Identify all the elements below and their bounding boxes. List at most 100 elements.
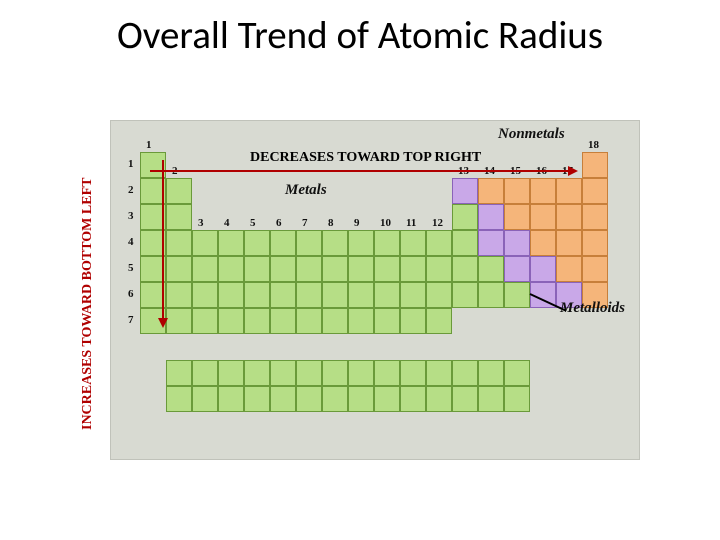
pt-cell xyxy=(452,230,478,256)
pt-cell xyxy=(530,256,556,282)
pt-cell xyxy=(452,282,478,308)
pt-cell xyxy=(504,204,530,230)
pt-cell xyxy=(400,230,426,256)
pt-cell xyxy=(582,256,608,282)
pt-cell xyxy=(426,256,452,282)
pt-cell xyxy=(556,204,582,230)
pt-cell xyxy=(322,308,348,334)
pt-cell xyxy=(530,230,556,256)
pt-cell xyxy=(192,308,218,334)
column-number: 6 xyxy=(276,217,282,229)
pt-cell xyxy=(244,256,270,282)
pt-cell xyxy=(166,360,192,386)
pt-cell xyxy=(426,308,452,334)
pt-cell xyxy=(504,256,530,282)
pt-cell xyxy=(322,230,348,256)
vertical-trend-arrow xyxy=(162,160,164,320)
pt-cell xyxy=(478,230,504,256)
column-number: 9 xyxy=(354,217,360,229)
pt-cell xyxy=(270,230,296,256)
pt-cell xyxy=(296,308,322,334)
pt-cell xyxy=(400,282,426,308)
pt-cell xyxy=(348,360,374,386)
pt-cell xyxy=(322,386,348,412)
pt-cell xyxy=(348,386,374,412)
pt-cell xyxy=(478,204,504,230)
pt-cell xyxy=(400,386,426,412)
pt-cell xyxy=(244,308,270,334)
pt-cell xyxy=(452,256,478,282)
pt-cell xyxy=(192,282,218,308)
pt-cell xyxy=(166,178,192,204)
column-number: 5 xyxy=(250,217,256,229)
pt-cell xyxy=(374,308,400,334)
pt-cell xyxy=(582,152,608,178)
pt-cell xyxy=(400,308,426,334)
metals-label: Metals xyxy=(285,182,327,199)
pt-cell xyxy=(374,386,400,412)
pt-cell xyxy=(218,360,244,386)
pt-cell xyxy=(504,282,530,308)
pt-cell xyxy=(426,360,452,386)
pt-cell xyxy=(582,178,608,204)
pt-cell xyxy=(478,282,504,308)
pt-cell xyxy=(192,230,218,256)
pt-cell xyxy=(270,308,296,334)
pt-cell xyxy=(374,256,400,282)
pt-cell xyxy=(348,282,374,308)
pt-cell xyxy=(192,256,218,282)
pt-cell xyxy=(348,230,374,256)
pt-cell xyxy=(166,256,192,282)
pt-cell xyxy=(270,386,296,412)
pt-cell xyxy=(192,386,218,412)
column-number: 11 xyxy=(406,217,416,229)
row-number: 6 xyxy=(128,288,134,300)
pt-cell xyxy=(166,386,192,412)
pt-cell xyxy=(348,256,374,282)
pt-cell xyxy=(452,178,478,204)
pt-cell xyxy=(530,204,556,230)
pt-cell xyxy=(270,256,296,282)
column-number: 4 xyxy=(224,217,230,229)
row-number: 2 xyxy=(128,184,134,196)
column-number: 8 xyxy=(328,217,334,229)
pt-cell xyxy=(478,256,504,282)
periodic-table-diagram: 123456789101112131415161718 1234567 Nonm… xyxy=(110,120,640,460)
vertical-axis-label: INCREASES TOWARD BOTTOM LEFT xyxy=(80,178,96,430)
pt-cell xyxy=(322,256,348,282)
column-number: 3 xyxy=(198,217,204,229)
pt-cell xyxy=(166,308,192,334)
pt-cell xyxy=(218,256,244,282)
pt-cell xyxy=(504,386,530,412)
pt-cell xyxy=(374,282,400,308)
pt-cell xyxy=(244,230,270,256)
pt-cell xyxy=(244,386,270,412)
pt-cell xyxy=(296,386,322,412)
pt-cell xyxy=(166,230,192,256)
pt-cell xyxy=(530,178,556,204)
pt-cell xyxy=(452,360,478,386)
pt-cell xyxy=(322,360,348,386)
pt-cell xyxy=(270,282,296,308)
pt-cell xyxy=(192,360,218,386)
column-number: 1 xyxy=(146,139,152,151)
pt-cell xyxy=(452,386,478,412)
metalloids-label: Metalloids xyxy=(560,300,625,317)
pt-cell xyxy=(556,178,582,204)
pt-cell xyxy=(400,360,426,386)
pt-cell xyxy=(504,360,530,386)
column-number: 10 xyxy=(380,217,391,229)
row-number: 1 xyxy=(128,158,134,170)
pt-cell xyxy=(504,178,530,204)
pt-cell xyxy=(426,386,452,412)
pt-cell xyxy=(374,360,400,386)
pt-cell xyxy=(270,360,296,386)
column-number: 7 xyxy=(302,217,308,229)
row-number: 5 xyxy=(128,262,134,274)
pt-cell xyxy=(296,230,322,256)
row-number: 7 xyxy=(128,314,134,326)
row-number: 4 xyxy=(128,236,134,248)
pt-cell xyxy=(582,204,608,230)
pt-cell xyxy=(478,360,504,386)
pt-cell xyxy=(452,204,478,230)
